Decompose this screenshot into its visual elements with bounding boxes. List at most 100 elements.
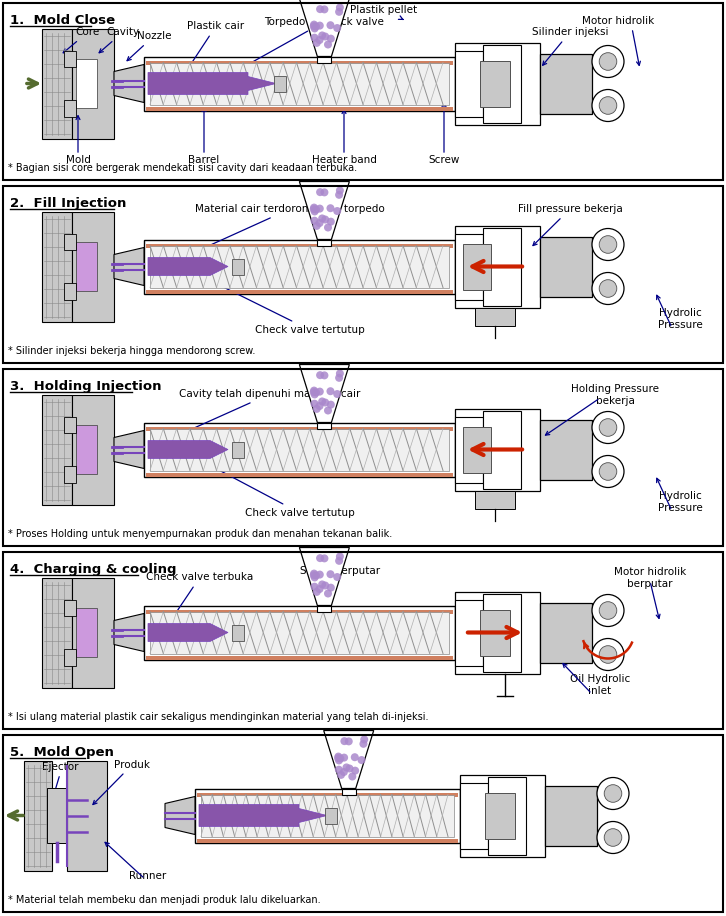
Circle shape	[597, 778, 629, 810]
Circle shape	[320, 371, 328, 379]
Circle shape	[313, 405, 321, 413]
Circle shape	[597, 822, 629, 854]
Circle shape	[327, 21, 335, 29]
Circle shape	[318, 398, 326, 406]
Bar	[146, 106, 453, 111]
Bar	[24, 760, 52, 870]
Bar	[72, 577, 114, 688]
Polygon shape	[148, 257, 228, 276]
Circle shape	[321, 32, 329, 40]
Circle shape	[592, 90, 624, 122]
Circle shape	[311, 34, 319, 42]
Circle shape	[340, 754, 348, 761]
Text: Plastik cair: Plastik cair	[187, 21, 245, 68]
Bar	[480, 60, 510, 106]
Text: Holding Pressure
bekerja: Holding Pressure bekerja	[571, 384, 659, 406]
Bar	[3, 186, 723, 363]
Circle shape	[599, 419, 617, 436]
Circle shape	[312, 572, 320, 580]
Bar	[146, 656, 453, 660]
Bar	[76, 607, 97, 658]
Circle shape	[316, 188, 324, 196]
Bar	[483, 410, 521, 488]
Circle shape	[333, 390, 341, 398]
Bar	[325, 808, 337, 823]
Circle shape	[592, 411, 624, 443]
Bar	[480, 609, 510, 656]
Bar	[455, 225, 540, 308]
Circle shape	[313, 588, 321, 596]
Polygon shape	[165, 797, 195, 834]
Polygon shape	[299, 548, 349, 605]
Bar	[64, 649, 76, 666]
Circle shape	[599, 602, 617, 619]
Circle shape	[312, 23, 320, 30]
Bar	[455, 50, 483, 116]
Circle shape	[592, 228, 624, 260]
Bar	[64, 100, 76, 116]
Circle shape	[327, 218, 335, 225]
Bar	[42, 395, 72, 505]
Circle shape	[327, 571, 335, 578]
Circle shape	[318, 31, 326, 39]
Circle shape	[360, 736, 368, 744]
Text: Cavity: Cavity	[99, 27, 139, 53]
Polygon shape	[148, 72, 276, 94]
Circle shape	[592, 46, 624, 78]
Circle shape	[340, 768, 348, 776]
Circle shape	[337, 771, 345, 779]
Polygon shape	[148, 624, 228, 641]
Bar	[146, 427, 453, 431]
Circle shape	[335, 8, 343, 16]
Circle shape	[348, 772, 356, 780]
Circle shape	[312, 205, 320, 213]
Circle shape	[310, 205, 318, 213]
Circle shape	[592, 638, 624, 671]
Circle shape	[316, 204, 324, 213]
Bar	[64, 466, 76, 483]
Circle shape	[599, 463, 617, 480]
Circle shape	[321, 215, 329, 224]
Circle shape	[311, 207, 319, 215]
Text: Torpedo + Check valve: Torpedo + Check valve	[242, 17, 384, 68]
Text: Fill pressure bekerja: Fill pressure bekerja	[518, 204, 622, 245]
Circle shape	[320, 189, 328, 196]
Bar	[146, 60, 453, 64]
Circle shape	[336, 4, 344, 12]
Bar	[76, 242, 97, 291]
Circle shape	[351, 767, 359, 775]
Bar	[317, 57, 331, 62]
Polygon shape	[114, 431, 144, 468]
Polygon shape	[299, 365, 349, 422]
Circle shape	[311, 25, 319, 32]
Bar	[64, 234, 76, 250]
Bar	[455, 417, 483, 483]
Circle shape	[334, 754, 342, 762]
Circle shape	[327, 583, 335, 592]
Bar	[540, 603, 592, 662]
Circle shape	[592, 594, 624, 627]
Bar	[455, 409, 540, 490]
Circle shape	[320, 5, 328, 14]
Circle shape	[333, 24, 341, 32]
Bar	[72, 28, 114, 138]
Text: Heater band: Heater band	[311, 155, 377, 165]
Bar	[3, 552, 723, 729]
Bar	[144, 239, 455, 293]
Circle shape	[316, 36, 324, 44]
Circle shape	[327, 400, 335, 409]
Bar	[195, 789, 460, 843]
Bar	[455, 592, 540, 673]
Bar	[317, 239, 331, 245]
Circle shape	[313, 222, 321, 230]
Polygon shape	[114, 64, 144, 103]
Text: Check valve terbuka: Check valve terbuka	[147, 572, 253, 624]
Circle shape	[310, 387, 318, 395]
Polygon shape	[114, 614, 144, 651]
Circle shape	[313, 38, 321, 47]
Polygon shape	[299, 181, 349, 239]
Bar	[144, 605, 455, 660]
Circle shape	[333, 573, 341, 581]
Circle shape	[316, 22, 324, 29]
Bar	[463, 244, 491, 289]
